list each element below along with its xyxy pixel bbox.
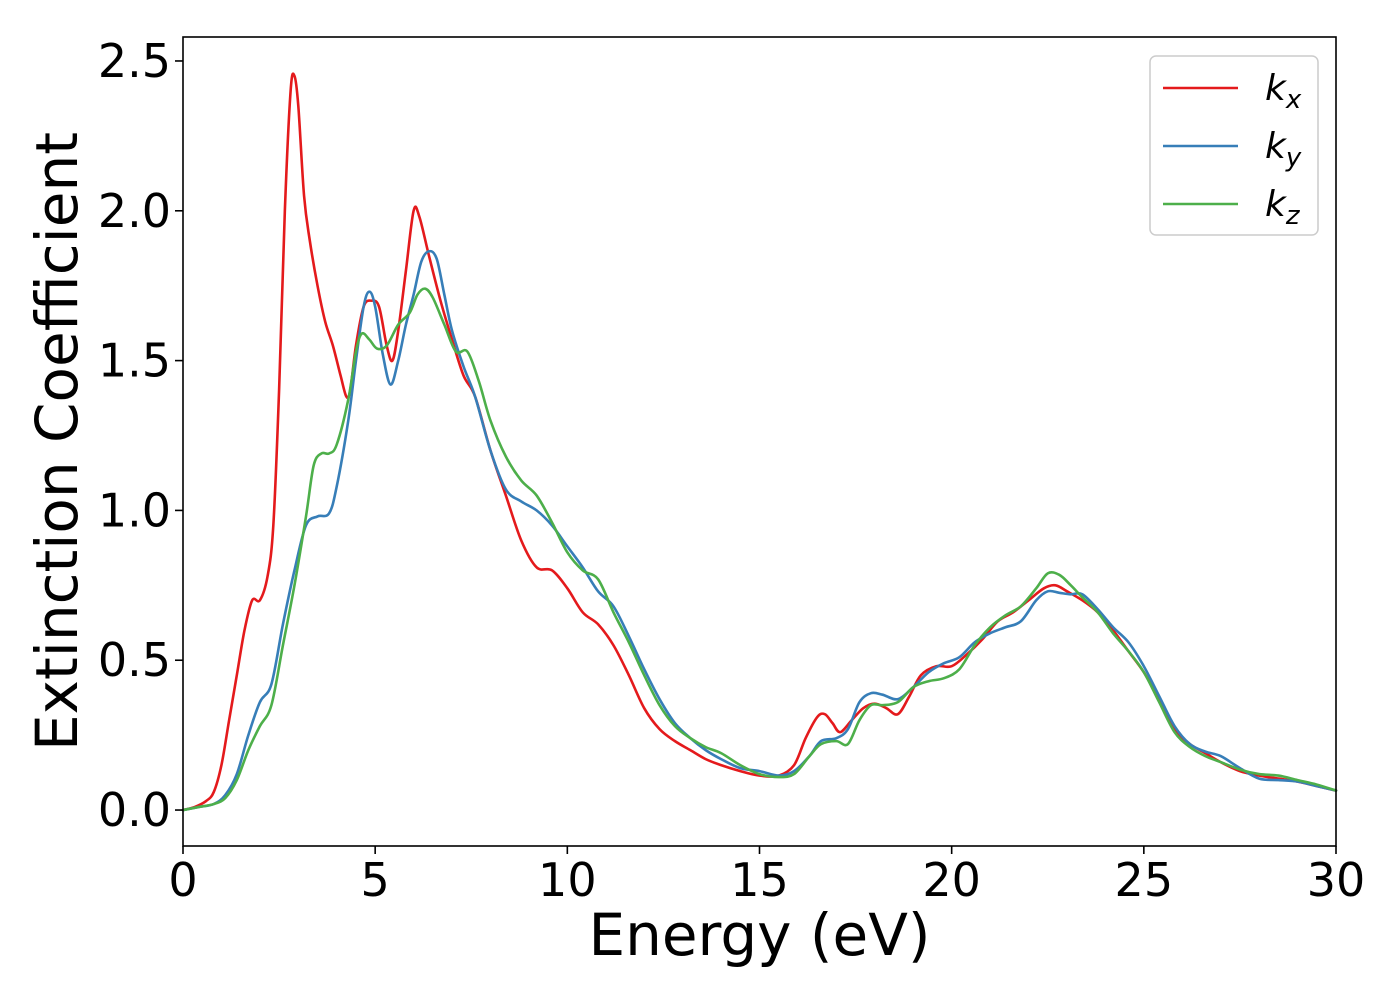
legend-label-subscript: x <box>1285 85 1302 115</box>
y-tick-label: 0.5 <box>98 633 171 687</box>
legend-label-kx: kx <box>1265 68 1302 115</box>
x-tick-label: 5 <box>361 853 390 907</box>
y-axis-label: Extinction Coefficient <box>23 132 91 751</box>
series-line-kz <box>181 287 1338 812</box>
legend-label-base: k <box>1265 184 1288 225</box>
legend-label-subscript: y <box>1285 143 1302 173</box>
x-tick-label: 25 <box>1115 853 1174 907</box>
y-tick-label: 0.0 <box>98 783 171 837</box>
legend-label-kz: kz <box>1265 184 1301 231</box>
x-tick-label: 30 <box>1307 853 1366 907</box>
x-tick-label: 0 <box>168 853 197 907</box>
y-tick-label: 2.5 <box>98 34 171 88</box>
series-layer <box>181 72 1338 812</box>
legend-label-base: k <box>1265 126 1288 167</box>
legend-label-ky: ky <box>1265 126 1302 173</box>
y-tick-label: 1.0 <box>98 483 171 537</box>
x-tick-label: 10 <box>538 853 597 907</box>
x-axis: 0 5 10 15 20 25 30 <box>168 846 1365 907</box>
legend-label-subscript: z <box>1285 201 1301 231</box>
series-line-ky <box>181 249 1338 812</box>
y-axis: 0.0 0.5 1.0 1.5 2.0 2.5 <box>98 34 183 837</box>
y-tick-label: 2.0 <box>98 184 171 238</box>
series-line-kx <box>181 72 1338 812</box>
x-axis-label: Energy (eV) <box>588 901 930 969</box>
y-tick-label: 1.5 <box>98 334 171 388</box>
legend-label-base: k <box>1265 68 1288 109</box>
x-tick-label: 20 <box>922 853 981 907</box>
x-tick-label: 15 <box>730 853 789 907</box>
